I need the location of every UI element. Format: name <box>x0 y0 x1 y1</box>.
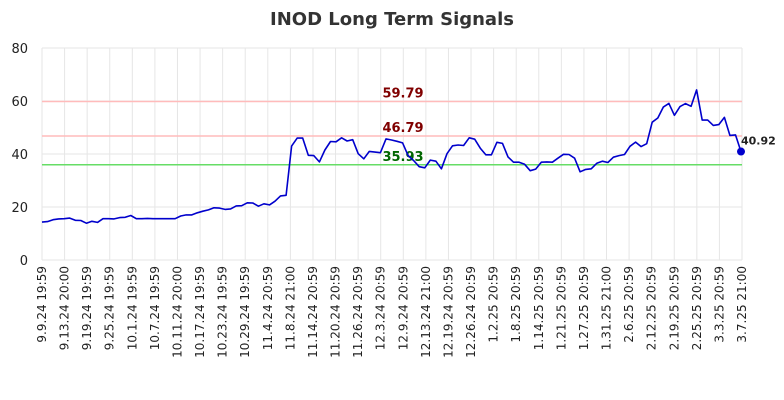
x-tick-label: 1.27.25 20:59 <box>577 266 591 350</box>
signal-level-label: 35.93 <box>382 150 423 165</box>
x-tick-label: 12.3.24 20:59 <box>374 266 388 350</box>
x-tick-label: 1.2.25 20:59 <box>487 266 501 343</box>
chart-title: INOD Long Term Signals <box>270 9 514 30</box>
x-tick-label: 11.4.24 20:59 <box>261 266 275 350</box>
signal-levels: 59.79 46.79 35.93 <box>42 87 742 166</box>
y-axis-tick-labels: 0 20 40 60 80 <box>11 42 28 269</box>
x-tick-label: 9.9.24 19:59 <box>35 266 49 343</box>
x-tick-label: 1.21.25 20:59 <box>554 266 568 350</box>
x-tick-label: 9.25.24 19:59 <box>103 266 117 350</box>
x-tick-label: 3.7.25 21:00 <box>735 266 749 343</box>
x-tick-label: 12.9.24 20:59 <box>396 266 410 350</box>
x-tick-label: 11.20.24 20:59 <box>329 266 343 358</box>
signal-level-label: 46.79 <box>382 121 423 136</box>
price-series: 40.92 <box>41 89 776 224</box>
x-tick-label: 10.11.24 20:00 <box>170 266 184 358</box>
x-tick-label: 12.13.24 21:00 <box>419 266 433 358</box>
y-tick-label: 0 <box>20 254 28 269</box>
y-tick-label: 40 <box>11 148 28 163</box>
price-line <box>41 89 742 224</box>
x-tick-label: 11.14.24 20:59 <box>306 266 320 358</box>
x-tick-label: 12.26.24 20:59 <box>464 266 478 358</box>
last-value-marker <box>737 147 745 156</box>
x-tick-label: 1.8.25 20:59 <box>509 266 523 343</box>
x-tick-label: 9.19.24 19:59 <box>80 266 94 350</box>
y-tick-label: 80 <box>11 42 28 57</box>
x-tick-label: 10.1.24 19:59 <box>125 266 139 350</box>
x-axis-tick-labels: 9.9.24 19:59 9.13.24 20:00 9.19.24 19:59 9.… <box>35 266 749 358</box>
x-tick-label: 10.23.24 19:59 <box>216 266 230 358</box>
x-tick-label: 1.14.25 20:59 <box>532 266 546 350</box>
x-tick-label: 10.7.24 19:59 <box>148 266 162 350</box>
x-tick-label: 12.19.24 20:59 <box>441 266 455 358</box>
x-tick-label: 2.6.25 20:59 <box>622 266 636 343</box>
last-value-label: 40.92 <box>741 135 776 148</box>
gridlines <box>41 47 743 261</box>
x-tick-label: 9.13.24 20:00 <box>58 266 72 350</box>
x-tick-label: 3.3.25 20:59 <box>712 266 726 343</box>
signal-level-label: 59.79 <box>382 87 423 102</box>
x-tick-label: 2.25.25 20:59 <box>690 266 704 350</box>
x-tick-label: 10.29.24 19:59 <box>238 266 252 358</box>
y-tick-label: 20 <box>11 201 28 216</box>
x-tick-label: 2.12.25 20:59 <box>645 266 659 350</box>
x-tick-label: 10.17.24 19:59 <box>193 266 207 358</box>
x-tick-label: 2.19.25 20:59 <box>667 266 681 350</box>
y-tick-label: 60 <box>11 95 28 110</box>
x-tick-label: 1.31.25 21:00 <box>600 266 614 350</box>
x-tick-label: 11.8.24 21:00 <box>283 266 297 350</box>
x-tick-label: 11.26.24 20:59 <box>351 266 365 358</box>
